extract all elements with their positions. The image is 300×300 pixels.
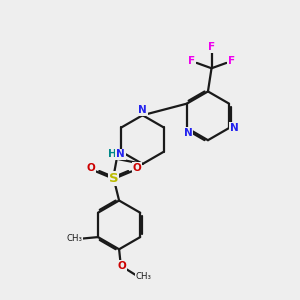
Text: N: N <box>230 123 239 133</box>
Text: O: O <box>117 261 126 271</box>
Text: CH₃: CH₃ <box>135 272 151 281</box>
Text: O: O <box>86 163 95 173</box>
Text: F: F <box>208 43 215 52</box>
Text: H: H <box>109 149 117 160</box>
Text: CH₃: CH₃ <box>66 234 82 243</box>
Text: N: N <box>138 105 147 115</box>
Text: F: F <box>188 56 195 66</box>
Text: F: F <box>228 56 235 66</box>
Text: O: O <box>133 163 141 173</box>
Text: S: S <box>109 172 118 185</box>
Text: N: N <box>116 149 125 160</box>
Text: N: N <box>184 128 193 138</box>
